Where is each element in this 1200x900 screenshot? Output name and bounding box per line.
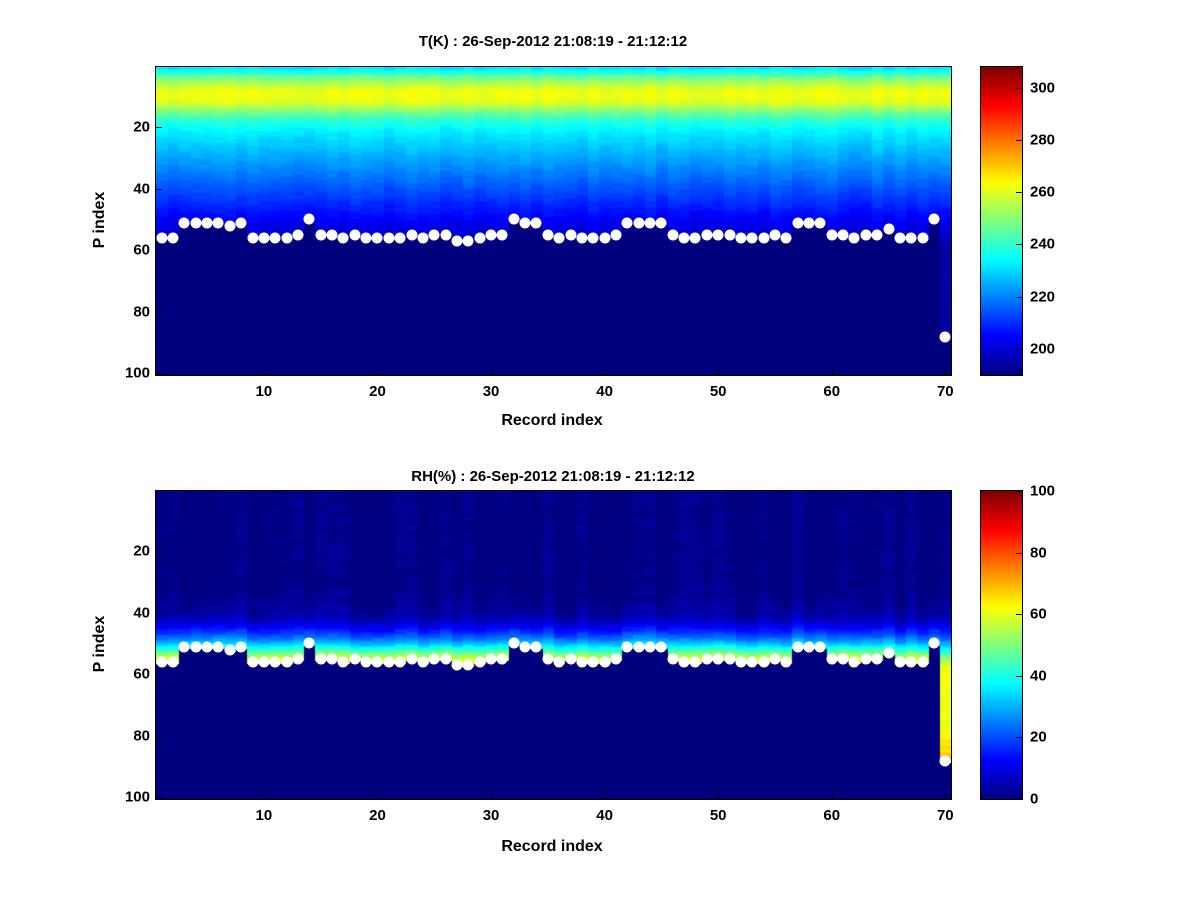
x-tick-label: 10 xyxy=(255,807,273,824)
y-tick xyxy=(156,188,162,190)
x-tick xyxy=(377,369,379,375)
colorbar-tick xyxy=(1016,192,1022,194)
colorbar-tick xyxy=(1016,737,1022,739)
x-tick xyxy=(491,793,493,799)
colorbar-relative-humidity[interactable] xyxy=(980,490,1023,800)
y-tick xyxy=(156,127,162,129)
x-tick-label: 60 xyxy=(823,807,841,824)
colorbar-gradient-relative-humidity xyxy=(981,491,1022,799)
colorbar-tick-label: 220 xyxy=(1030,288,1056,306)
panel-relative-humidity: RH(%) : 26-Sep-2012 21:08:19 - 21:12:12 … xyxy=(0,450,1200,900)
colorbar-tick xyxy=(1016,296,1022,298)
x-tick-label: 30 xyxy=(482,383,500,400)
plot-title-relative-humidity: RH(%) : 26-Sep-2012 21:08:19 - 21:12:12 xyxy=(411,468,695,485)
colorbar-tick xyxy=(1016,552,1022,554)
colorbar-tick xyxy=(1016,491,1022,492)
x-tick-label: 10 xyxy=(255,383,273,400)
y-tick-label: 60 xyxy=(133,665,150,683)
x-tick-label: 70 xyxy=(936,807,954,824)
colorbar-tick-label: 20 xyxy=(1030,728,1047,746)
y-tick-label: 60 xyxy=(133,241,150,259)
colorbar-tick xyxy=(1016,675,1022,677)
heatmap-image-temperature xyxy=(156,67,951,375)
x-tick xyxy=(491,369,493,375)
colorbar-tick-label: 240 xyxy=(1030,235,1056,253)
y-tick-label: 80 xyxy=(133,727,150,745)
x-tick-label: 50 xyxy=(709,807,727,824)
colorbar-tick-label: 280 xyxy=(1030,131,1056,149)
colorbar-tick-label: 0 xyxy=(1030,790,1039,808)
x-tick-label: 40 xyxy=(596,383,613,400)
x-axis-label-temperature: Record index xyxy=(501,412,603,429)
x-tick xyxy=(945,369,947,375)
colorbar-tick xyxy=(1016,614,1022,616)
colorbar-tick xyxy=(1016,140,1022,142)
heatmap-axes-relative-humidity[interactable] xyxy=(155,490,952,800)
colorbar-gradient-temperature xyxy=(981,67,1022,375)
x-tick-label: 20 xyxy=(369,807,386,824)
y-tick-label: 20 xyxy=(133,118,150,136)
y-tick xyxy=(156,551,162,553)
x-tick xyxy=(831,793,833,799)
y-tick xyxy=(156,797,162,799)
x-tick xyxy=(263,369,265,375)
plot-title-temperature: T(K) : 26-Sep-2012 21:08:19 - 21:12:12 xyxy=(418,33,688,50)
x-tick-label: 30 xyxy=(482,807,500,824)
colorbar-tick xyxy=(1016,244,1022,246)
heatmap-axes-temperature[interactable] xyxy=(155,66,952,376)
x-tick xyxy=(604,369,606,375)
y-axis-label-relative-humidity: P index xyxy=(91,615,108,673)
y-axis-label-temperature: P index xyxy=(91,191,108,249)
y-tick xyxy=(156,674,162,676)
x-tick-label: 60 xyxy=(823,383,841,400)
y-tick xyxy=(156,311,162,313)
x-tick xyxy=(604,793,606,799)
colorbar-tick-label: 100 xyxy=(1030,482,1056,500)
x-tick xyxy=(945,793,947,799)
x-axis-label-relative-humidity: Record index xyxy=(501,838,603,855)
y-tick-label: 100 xyxy=(124,788,150,806)
y-tick xyxy=(156,612,162,614)
y-tick-label: 40 xyxy=(133,604,150,622)
panel-temperature: T(K) : 26-Sep-2012 21:08:19 - 21:12:12 1… xyxy=(91,33,1056,429)
heatmap-image-relative-humidity xyxy=(156,491,951,799)
colorbar-tick-label: 260 xyxy=(1030,183,1056,201)
x-tick-label: 20 xyxy=(369,383,386,400)
y-tick xyxy=(156,250,162,252)
x-tick xyxy=(831,369,833,375)
x-tick xyxy=(263,793,265,799)
x-tick xyxy=(718,793,720,799)
x-tick-label: 70 xyxy=(936,383,954,400)
x-tick xyxy=(377,793,379,799)
colorbar-tick-label: 300 xyxy=(1030,79,1056,97)
colorbar-tick xyxy=(1016,87,1022,89)
colorbar-tick-label: 200 xyxy=(1030,340,1056,358)
y-tick-label: 40 xyxy=(133,180,150,198)
colorbar-tick-label: 80 xyxy=(1030,544,1047,562)
colorbar-tick-label: 40 xyxy=(1030,667,1047,685)
colorbar-temperature[interactable] xyxy=(980,66,1023,376)
y-tick xyxy=(156,735,162,737)
y-tick-label: 100 xyxy=(124,364,150,382)
y-tick-label: 80 xyxy=(133,303,150,321)
x-tick-label: 50 xyxy=(709,383,727,400)
colorbar-tick xyxy=(1016,799,1022,800)
y-tick-label: 20 xyxy=(133,542,150,560)
colorbar-tick xyxy=(1016,348,1022,350)
colorbar-tick-label: 60 xyxy=(1030,605,1047,623)
x-tick xyxy=(718,369,720,375)
x-tick-label: 40 xyxy=(596,807,613,824)
y-tick xyxy=(156,373,162,375)
